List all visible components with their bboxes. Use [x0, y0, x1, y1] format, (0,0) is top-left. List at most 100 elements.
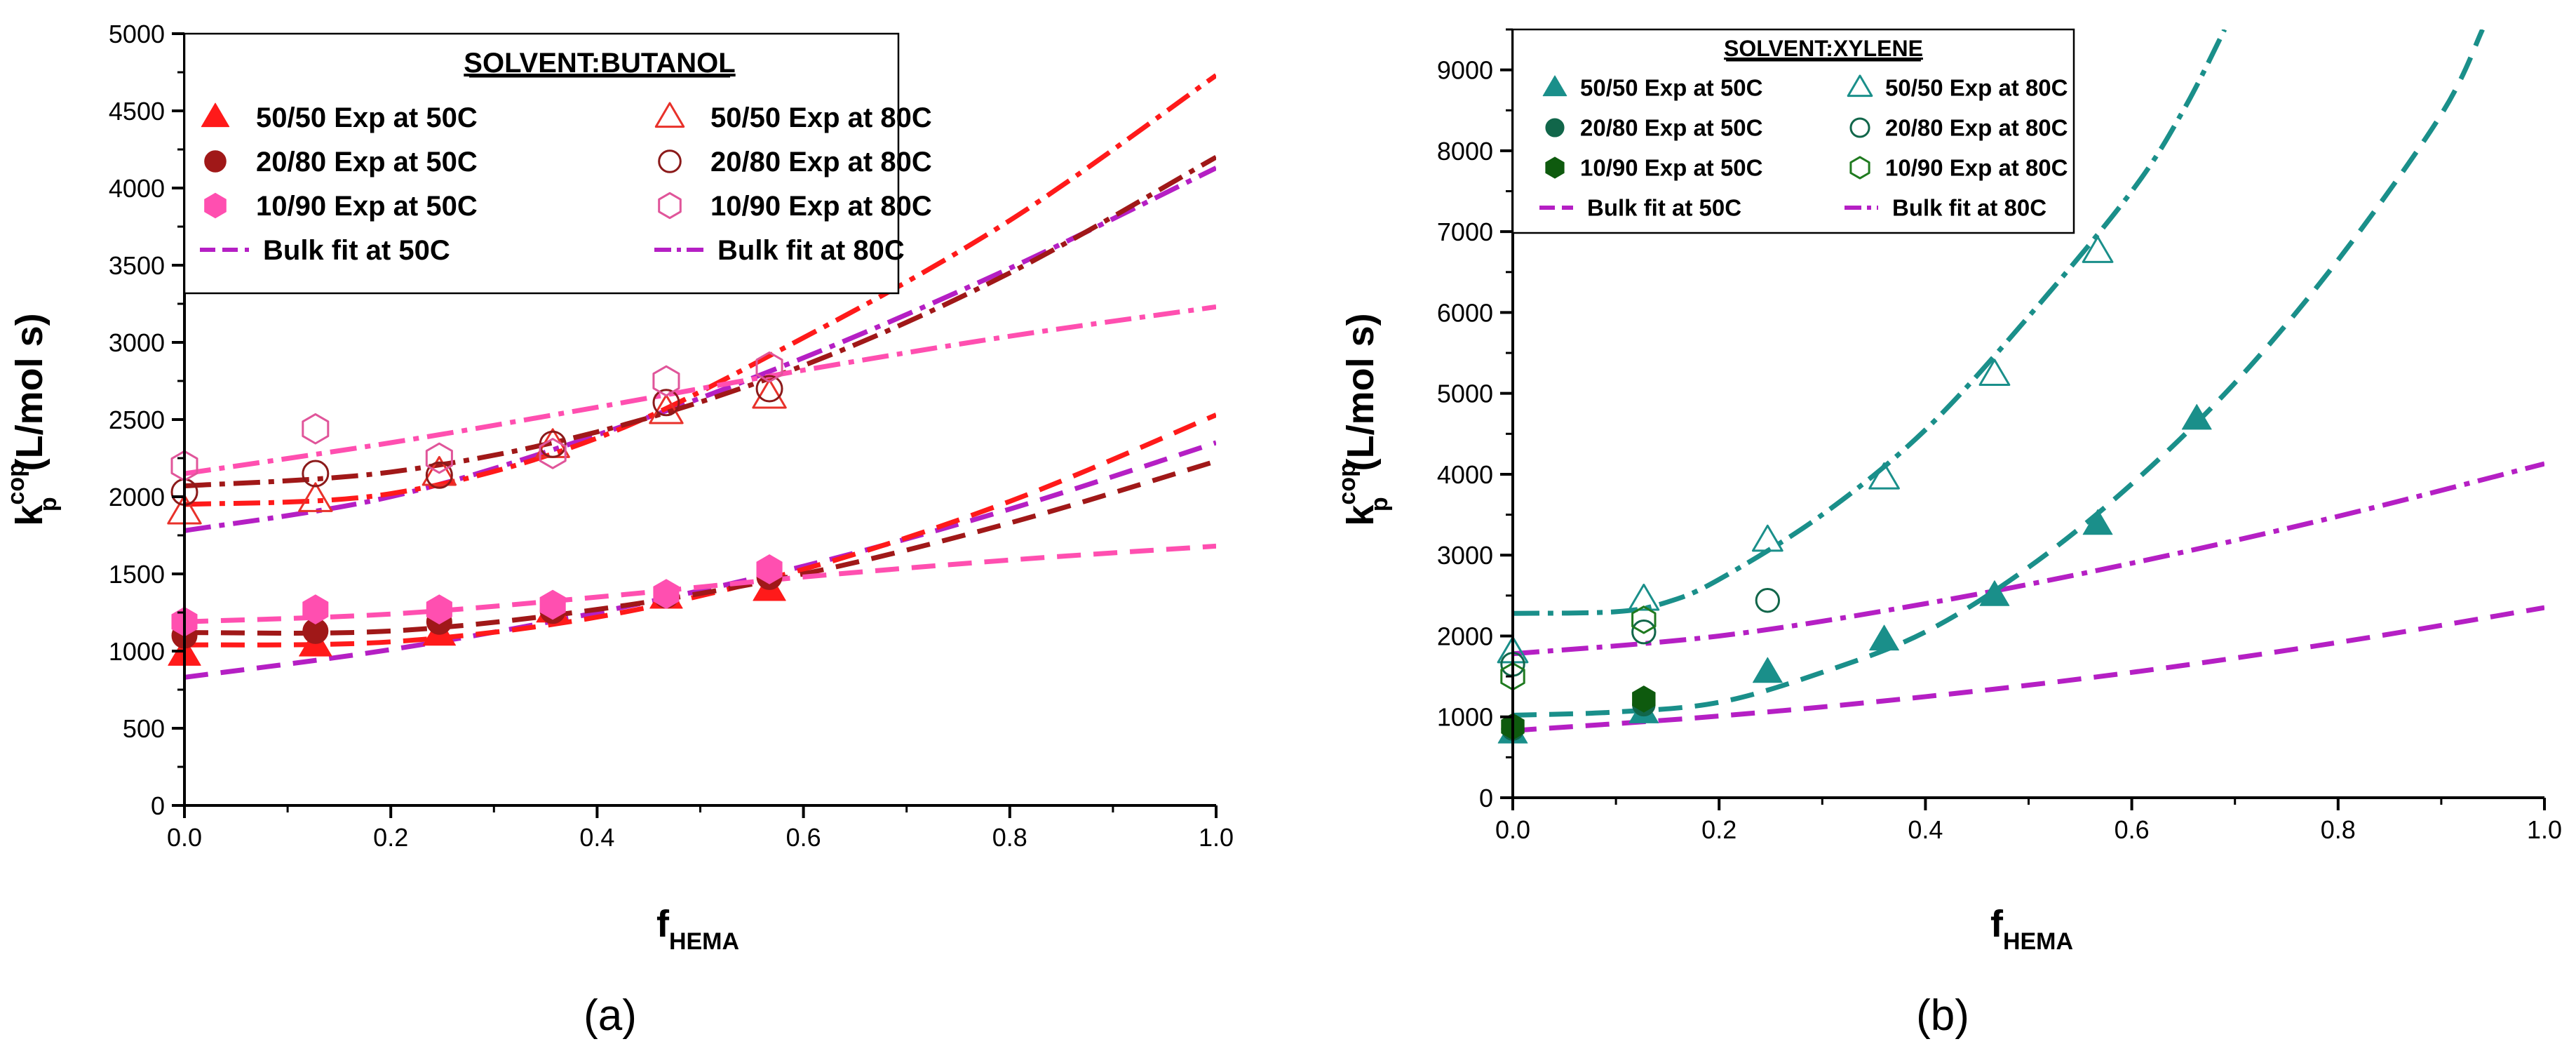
legend-label: 50/50 Exp at 50C — [256, 102, 478, 133]
y-tick-label: 0 — [151, 791, 165, 820]
data-point-20-80-exp-at-80c — [539, 430, 567, 458]
legend-marker — [1545, 156, 1565, 179]
panel-label: (b) — [1916, 991, 1969, 1040]
fit-line-50-50-fit-at-80c — [1513, 29, 2227, 616]
y-tick-label: 7000 — [1437, 217, 1493, 246]
chart-panel-b: 0.0 0.2 0.4 0.6 0.8 1.0 0 1000 2000 3000 4000 5000 6… — [1334, 28, 2562, 1040]
x-tick-label: 0.2 — [373, 823, 408, 852]
y-tick-label: 4000 — [1437, 460, 1493, 489]
legend-marker — [1542, 75, 1567, 97]
legend-label: Bulk fit at 80C — [1892, 195, 2046, 221]
y-tick-label: 3000 — [109, 328, 165, 357]
legend-marker — [201, 102, 230, 128]
y-tick-label: 8000 — [1437, 137, 1493, 166]
data-point-50-50-exp-at-80c — [1751, 524, 1783, 552]
fit-curves — [1513, 29, 2544, 733]
legend-label: Bulk fit at 50C — [1587, 195, 1741, 221]
legend-label: 10/90 Exp at 50C — [1580, 155, 1763, 181]
data-point-50-50-exp-at-80c — [649, 394, 684, 424]
y-tick-label: 0 — [1479, 784, 1493, 812]
data-points — [1497, 236, 2212, 744]
legend-label: Bulk fit at 80C — [717, 235, 905, 266]
y-tick-label: 9000 — [1437, 56, 1493, 85]
x-tick-label: 0.6 — [2115, 815, 2150, 844]
data-point-50-50-exp-at-50c — [1752, 657, 1783, 683]
data-point-50-50-exp-at-50c — [2082, 509, 2113, 535]
fit-line-10-90-fit-at-50c — [184, 543, 1216, 624]
y-tick-label: 2000 — [109, 483, 165, 511]
data-point-50-50-exp-at-50c — [1869, 624, 1899, 651]
y-tick-label: 4500 — [109, 97, 165, 126]
y-tick-label: 1000 — [1437, 703, 1493, 732]
legend-label: 20/80 Exp at 50C — [1580, 115, 1763, 141]
x-tick-label: 0.8 — [2321, 815, 2356, 844]
data-point-50-50-exp-at-50c — [1979, 580, 2010, 606]
y-axis-label: kcop p (L/mol s) — [1334, 313, 1393, 526]
legend-title: SOLVENT:XYLENE — [1724, 36, 1923, 61]
legend-marker — [1545, 118, 1565, 138]
data-point-10-90-exp-at-50c — [539, 589, 566, 620]
legend-title: SOLVENT:BUTANOL — [464, 48, 735, 79]
fit-line-10-90-fit-at-80c — [184, 304, 1216, 476]
legend-box — [1511, 28, 2075, 234]
fit-line-20-80-fit-at-80c — [184, 154, 1216, 489]
x-tick-label: 0.0 — [167, 823, 202, 852]
legend-label: 50/50 Exp at 80C — [710, 102, 932, 133]
data-point-10-90-exp-at-80c — [652, 365, 680, 397]
fit-line-bulk-fit-at-50c — [1513, 605, 2544, 733]
y-tick-label: 6000 — [1437, 298, 1493, 327]
x-tick-label: 0.4 — [1908, 815, 1943, 844]
fit-line-bulk-fit-at-50c — [184, 440, 1216, 680]
data-point-10-90-exp-at-50c — [653, 579, 680, 609]
fit-line-bulk-fit-at-80c — [184, 166, 1216, 533]
data-point-50-50-exp-at-80c — [1868, 462, 1900, 490]
fit-line-50-50-fit-at-80c — [184, 73, 1216, 507]
legend-label: 10/90 Exp at 80C — [710, 191, 932, 222]
data-point-20-80-exp-at-80c — [425, 461, 453, 489]
fit-line-bulk-fit-at-80c — [1513, 461, 2544, 657]
x-tick-label: 0.0 — [1495, 815, 1530, 844]
legend-marker — [1849, 156, 1870, 180]
y-tick-label: 1000 — [109, 637, 165, 666]
legend-label: Bulk fit at 50C — [263, 235, 450, 266]
data-point-10-90-exp-at-80c — [539, 438, 567, 469]
y-tick-label: 5000 — [109, 20, 165, 48]
data-point-50-50-exp-at-80c — [298, 482, 333, 512]
chart-panel-a: 0.0 0.2 0.4 0.6 0.8 1.0 0 500 1000 1500 2000 2500 30… — [3, 20, 1234, 1040]
data-point-20-80-exp-at-80c — [1755, 588, 1781, 613]
y-axis-label: kcop p (L/mol s) — [3, 313, 62, 526]
data-point-20-80-exp-at-80c — [302, 460, 330, 488]
fit-curves — [184, 73, 1216, 680]
data-point-20-80-exp-at-80c — [755, 375, 783, 403]
data-point-20-80-exp-at-80c — [652, 389, 680, 417]
fit-line-50-50-fit-at-50c — [1513, 29, 2485, 718]
x-axis-label: fHEMA — [1990, 903, 2073, 955]
y-tick-label: 3000 — [1437, 541, 1493, 570]
data-point-50-50-exp-at-80c — [1978, 359, 2011, 387]
data-point-50-50-exp-at-80c — [752, 378, 787, 409]
legend-marker — [204, 150, 227, 173]
data-point-10-90-exp-at-50c — [302, 594, 329, 624]
data-point-10-90-exp-at-80c — [425, 442, 453, 474]
legend-marker — [204, 192, 227, 219]
legend-label: 50/50 Exp at 50C — [1580, 75, 1763, 101]
data-point-10-90-exp-at-50c — [426, 594, 452, 624]
y-tick-label: 500 — [123, 714, 165, 743]
legend-marker — [654, 102, 685, 128]
data-point-50-50-exp-at-50c — [2181, 403, 2212, 430]
legend-label: 10/90 Exp at 50C — [256, 191, 478, 222]
x-tick-label: 1.0 — [1199, 823, 1234, 852]
x-axis-label: fHEMA — [656, 903, 739, 955]
legend: SOLVENT:BUTANOL 50/50 Exp at 50C 50/50 Exp… — [183, 32, 932, 295]
x-tick-label: 0.8 — [992, 823, 1027, 852]
data-point-20-80-exp-at-80c — [1631, 620, 1657, 645]
data-point-10-90-exp-at-50c — [756, 554, 783, 584]
legend-label: 10/90 Exp at 80C — [1885, 155, 2068, 181]
y-tick-label: 5000 — [1437, 380, 1493, 408]
x-tick-label: 0.2 — [1701, 815, 1737, 844]
y-tick-label: 3500 — [109, 251, 165, 280]
panel-label: (a) — [584, 991, 637, 1040]
y-tick-label: 4000 — [109, 174, 165, 203]
data-point-50-50-exp-at-80c — [422, 455, 457, 486]
data-point-10-90-exp-at-80c — [755, 351, 783, 383]
